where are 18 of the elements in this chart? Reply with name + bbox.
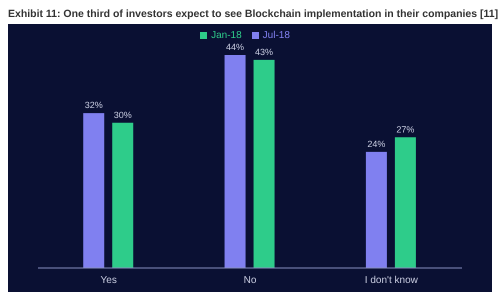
bar xyxy=(83,113,104,268)
legend-label: Jan-18 xyxy=(211,30,242,41)
data-label: 32% xyxy=(84,100,103,110)
bar xyxy=(254,60,275,268)
bar xyxy=(394,137,416,268)
legend-label: Jul-18 xyxy=(262,30,290,41)
data-label: 27% xyxy=(396,124,414,134)
x-tick-label: No xyxy=(244,275,257,286)
bar xyxy=(366,152,387,268)
bar xyxy=(112,122,134,268)
chart-title: Exhibit 11: One third of investors expect to see Blockchain implementation in their companies [11] xyxy=(8,8,498,22)
data-label: 43% xyxy=(255,46,274,57)
bar xyxy=(224,55,246,268)
data-label: 24% xyxy=(367,138,386,149)
x-tick-label: I don't know xyxy=(364,275,419,286)
data-label: 44% xyxy=(226,42,244,52)
x-tick-label: Yes xyxy=(100,275,117,286)
data-label: 30% xyxy=(114,110,132,120)
